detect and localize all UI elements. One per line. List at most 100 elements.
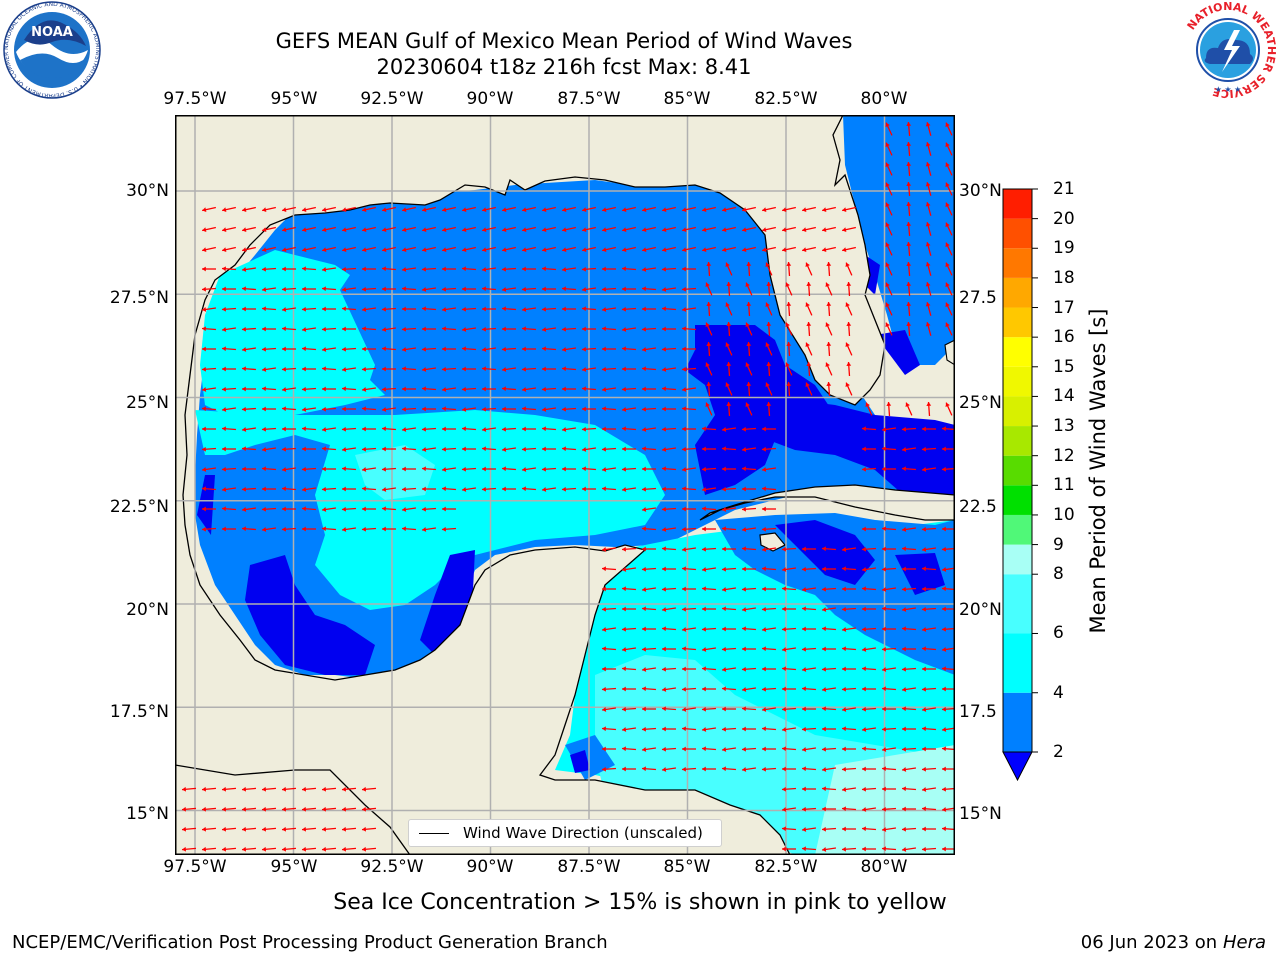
wave-direction-arrow	[402, 246, 416, 253]
lat-label-right: 25°N	[959, 393, 1002, 413]
wave-direction-arrow	[321, 326, 337, 332]
wave-direction-arrow	[241, 806, 257, 812]
wave-direction-arrow	[705, 362, 713, 376]
wave-direction-arrow	[361, 387, 377, 392]
wave-direction-arrow	[881, 667, 897, 672]
wave-direction-arrow	[382, 366, 396, 372]
wave-direction-arrow	[302, 226, 316, 233]
wave-direction-arrow	[901, 826, 917, 832]
wave-direction-arrow	[662, 326, 676, 332]
wave-direction-arrow	[766, 321, 772, 337]
wave-direction-arrow	[462, 286, 476, 292]
lon-label-bottom: 87.5°W	[557, 857, 621, 877]
wave-direction-arrow	[885, 302, 893, 316]
wave-direction-arrow	[681, 406, 697, 412]
wave-direction-arrow	[705, 322, 713, 336]
wave-direction-arrow	[905, 402, 913, 416]
colorbar-tick-label: 9	[1053, 534, 1064, 555]
wave-direction-arrow	[222, 246, 236, 253]
wave-direction-arrow	[842, 246, 856, 253]
wave-direction-arrow	[722, 226, 736, 233]
lon-label-top: 87.5°W	[557, 89, 621, 109]
wave-direction-arrow	[802, 246, 816, 253]
lat-label-right: 22.5	[959, 497, 997, 517]
wave-direction-arrow	[682, 426, 696, 432]
wave-direction-arrow	[341, 806, 357, 812]
wave-direction-arrow	[642, 466, 656, 472]
wave-direction-arrow	[221, 426, 237, 432]
wave-direction-arrow	[281, 326, 297, 332]
wave-direction-arrow	[442, 206, 456, 213]
wave-direction-arrow	[582, 326, 596, 332]
wave-direction-arrow	[601, 467, 617, 472]
wave-direction-arrow	[201, 446, 217, 452]
wave-direction-arrow	[262, 326, 276, 332]
colorbar-band	[1003, 692, 1032, 752]
wave-direction-arrow	[701, 506, 717, 512]
wave-direction-arrow	[901, 466, 917, 472]
wave-direction-arrow	[201, 307, 217, 312]
wave-direction-arrow	[661, 666, 677, 672]
wave-direction-arrow	[382, 446, 396, 452]
wave-direction-arrow	[601, 307, 617, 312]
wave-direction-arrow	[502, 206, 516, 213]
wave-direction-arrow	[746, 261, 752, 277]
wave-direction-arrow	[725, 342, 733, 356]
wave-direction-arrow	[781, 746, 797, 752]
wave-direction-arrow	[381, 327, 397, 332]
wave-direction-arrow	[301, 306, 317, 312]
wave-direction-arrow	[321, 806, 337, 812]
wave-direction-arrow	[681, 526, 697, 532]
wave-direction-arrow	[442, 506, 456, 512]
wave-direction-arrow	[661, 447, 677, 452]
wave-direction-arrow	[302, 526, 316, 532]
wave-direction-arrow	[701, 586, 717, 592]
wave-direction-arrow	[381, 306, 397, 312]
wave-direction-arrow	[705, 402, 713, 416]
wave-direction-arrow	[925, 242, 932, 256]
wave-direction-arrow	[542, 246, 556, 253]
wave-direction-arrow	[521, 406, 537, 412]
wave-direction-arrow	[701, 666, 717, 672]
wave-direction-arrow	[581, 287, 597, 292]
wave-direction-arrow	[341, 826, 357, 832]
wave-direction-arrow	[581, 367, 597, 372]
wave-direction-arrow	[581, 306, 597, 312]
wave-direction-arrow	[442, 226, 456, 233]
wave-direction-arrow	[661, 306, 677, 312]
wave-direction-arrow	[642, 546, 656, 552]
wave-direction-arrow	[841, 846, 857, 852]
wave-direction-arrow	[741, 527, 757, 532]
wave-direction-arrow	[781, 586, 797, 592]
wave-direction-arrow	[821, 687, 837, 692]
wave-direction-arrow	[202, 246, 216, 253]
wave-direction-arrow	[702, 686, 716, 692]
wave-direction-arrow	[921, 627, 937, 632]
wave-direction-arrow	[421, 367, 437, 372]
wave-direction-arrow	[925, 162, 932, 176]
nws-logo: NATIONAL WEATHER SERVICE ★ ★ ★	[1179, 0, 1278, 100]
wave-direction-arrow	[861, 706, 877, 712]
wave-direction-arrow	[381, 407, 397, 412]
wave-direction-arrow	[501, 426, 517, 432]
wave-direction-arrow	[725, 382, 733, 396]
wave-direction-arrow	[461, 466, 477, 472]
wave-direction-arrow	[921, 467, 937, 472]
wave-direction-arrow	[281, 286, 297, 292]
wave-direction-arrow	[641, 587, 657, 592]
wave-direction-arrow	[301, 487, 317, 492]
wave-direction-arrow	[241, 507, 257, 512]
wave-direction-arrow	[862, 846, 876, 852]
wave-direction-arrow	[381, 386, 397, 392]
wave-direction-arrow	[642, 306, 656, 312]
wave-direction-arrow	[342, 326, 356, 332]
wave-direction-arrow	[745, 362, 753, 376]
wave-direction-arrow	[261, 806, 277, 812]
wave-direction-arrow	[281, 406, 297, 412]
wave-direction-arrow	[262, 226, 276, 233]
wave-direction-arrow	[786, 261, 792, 277]
wave-direction-arrow	[741, 447, 757, 452]
wave-direction-arrow	[761, 646, 777, 652]
wave-direction-arrow	[882, 466, 896, 472]
wave-direction-arrow	[461, 266, 477, 272]
